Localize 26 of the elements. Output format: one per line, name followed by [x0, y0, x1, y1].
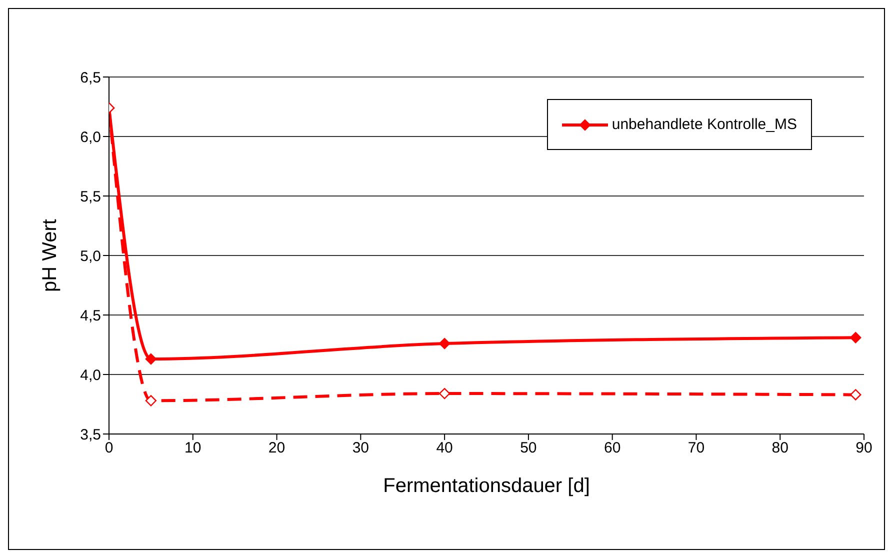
x-tick-label: 0	[104, 440, 114, 457]
x-axis-title: Fermentationsdauer [d]	[383, 475, 590, 497]
point	[850, 332, 862, 344]
x-tick-label: 70	[688, 440, 705, 457]
y-tick-label: 4,5	[80, 307, 101, 324]
y-tick-label: 3,5	[80, 426, 101, 444]
y-axis-title: pH Wert	[39, 218, 62, 292]
point	[438, 338, 450, 350]
y-tick-label: 5,5	[80, 188, 101, 206]
x-tick-label: 30	[352, 440, 370, 457]
y-tick-label: 6,5	[80, 69, 101, 86]
x-tick-label: 50	[520, 440, 537, 457]
x-tick-label: 40	[436, 440, 453, 457]
point	[145, 353, 157, 365]
x-tick-label: 20	[268, 440, 286, 457]
y-tick-label: 5,0	[80, 248, 101, 265]
x-tick-label: 80	[772, 440, 788, 457]
point	[145, 395, 157, 406]
y-tick-label: 6,0	[80, 128, 101, 146]
x-tick-label: 60	[604, 440, 621, 457]
point	[438, 388, 450, 400]
point	[850, 389, 862, 400]
y-tick-label: 4,0	[80, 366, 101, 384]
x-tick-label: 10	[184, 440, 202, 457]
legend-label: unbehandlete Kontrolle_MS	[612, 116, 797, 133]
x-tick-label: 90	[856, 440, 872, 457]
